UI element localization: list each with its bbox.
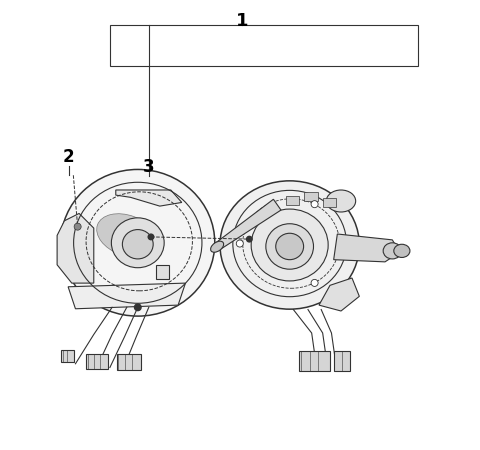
Bar [286,196,299,205]
Polygon shape [116,190,182,206]
Ellipse shape [111,218,164,268]
Circle shape [247,236,252,242]
Circle shape [311,201,318,208]
Bar [299,351,330,371]
Polygon shape [334,234,400,262]
Circle shape [148,234,154,240]
Polygon shape [57,213,94,283]
Text: 2: 2 [63,148,75,166]
Polygon shape [319,278,360,311]
Bar [117,354,141,370]
Ellipse shape [211,241,224,252]
Bar [156,265,169,279]
Bar [304,192,318,201]
Ellipse shape [122,230,153,259]
Circle shape [134,304,141,310]
Bar [110,25,418,66]
Text: 3: 3 [143,158,155,176]
Ellipse shape [220,181,360,309]
Ellipse shape [326,190,356,212]
Ellipse shape [276,233,303,260]
Polygon shape [215,199,281,250]
Polygon shape [68,283,185,309]
Circle shape [74,223,81,230]
Ellipse shape [96,214,157,257]
Circle shape [311,279,318,287]
Circle shape [236,240,243,247]
Bar [323,198,336,207]
Bar [86,354,108,369]
Bar [61,350,74,362]
Bar [334,351,350,371]
Ellipse shape [383,243,401,259]
Text: 1: 1 [236,12,249,30]
Ellipse shape [61,170,215,316]
Ellipse shape [394,244,410,257]
Ellipse shape [266,224,313,269]
Ellipse shape [251,209,328,281]
